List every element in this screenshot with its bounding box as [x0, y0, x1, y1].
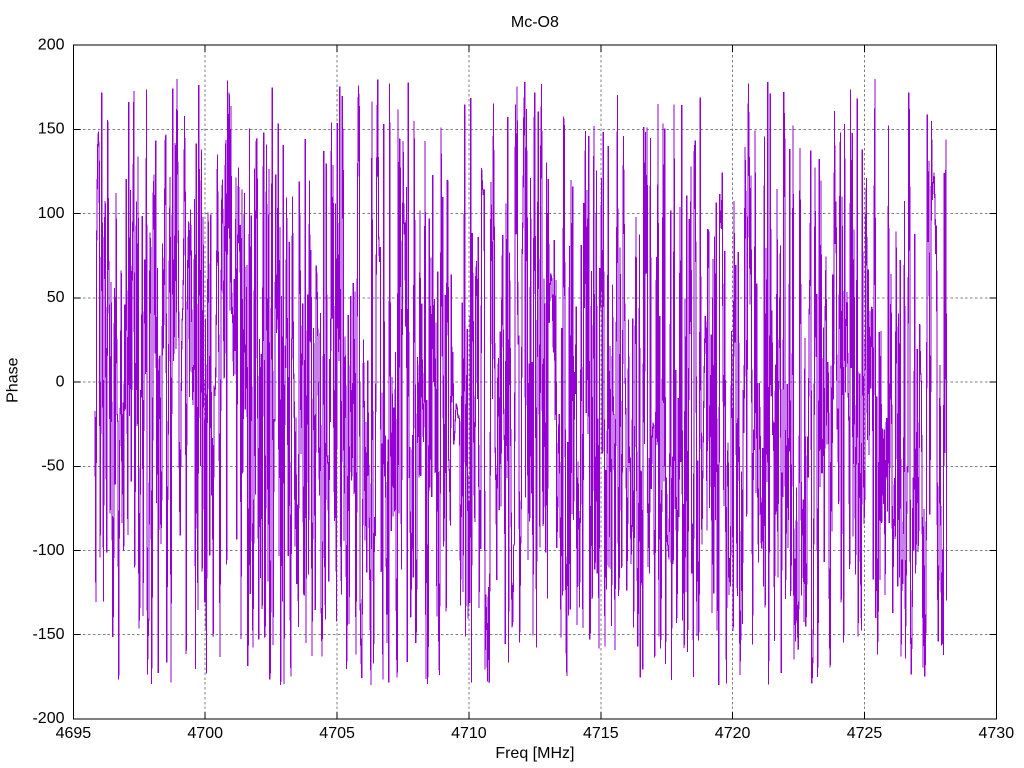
- svg-text:4705: 4705: [319, 725, 355, 742]
- svg-text:150: 150: [38, 121, 65, 138]
- svg-text:Freq [MHz]: Freq [MHz]: [495, 745, 574, 762]
- svg-text:100: 100: [38, 205, 65, 222]
- svg-text:-100: -100: [32, 542, 64, 559]
- svg-text:4730: 4730: [979, 725, 1015, 742]
- svg-text:4715: 4715: [583, 725, 619, 742]
- svg-text:4725: 4725: [847, 725, 883, 742]
- svg-text:50: 50: [47, 289, 65, 306]
- svg-text:4720: 4720: [715, 725, 751, 742]
- svg-text:Mc-O8: Mc-O8: [511, 14, 559, 31]
- svg-text:4695: 4695: [56, 725, 92, 742]
- svg-text:-150: -150: [32, 626, 64, 643]
- svg-text:4700: 4700: [187, 725, 223, 742]
- svg-text:-200: -200: [32, 710, 64, 727]
- svg-text:-50: -50: [41, 458, 64, 475]
- svg-text:0: 0: [56, 373, 65, 390]
- svg-text:Phase: Phase: [4, 357, 21, 402]
- svg-text:4710: 4710: [451, 725, 487, 742]
- svg-text:200: 200: [38, 37, 65, 54]
